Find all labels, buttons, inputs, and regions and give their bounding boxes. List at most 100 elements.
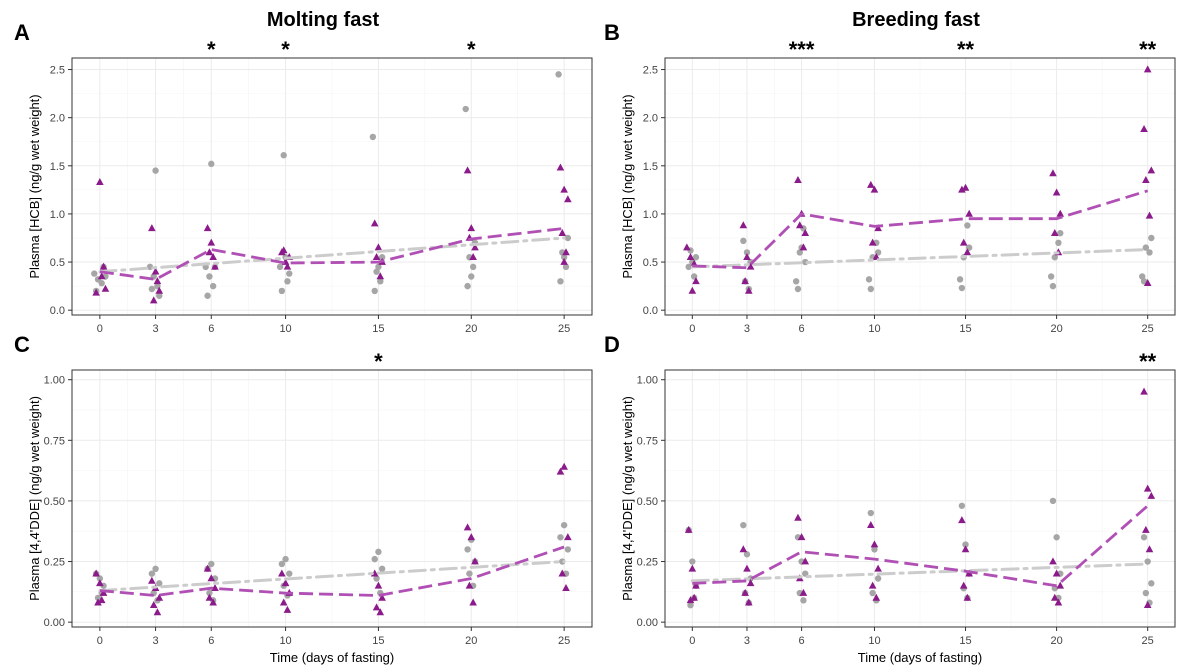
purple-point [558,228,567,236]
gray-point [557,278,564,285]
purple-point [99,588,108,596]
significance-marker: * [374,349,383,374]
purple-point [1056,581,1065,589]
purple-point [465,581,474,589]
y-tick-label: 1.00 [44,375,65,387]
purple-point [739,545,748,553]
purple-point [870,185,879,193]
purple-point [1142,525,1150,533]
x-tick-label: 10 [279,635,291,647]
gray-point [555,71,562,78]
purple-point [797,533,806,541]
purple-point [1145,211,1154,219]
purple-point [281,579,290,587]
y-tick-label: 0.25 [44,557,65,569]
purple-point [211,262,219,270]
purple-point [556,467,565,475]
gray-point [94,594,102,602]
purple-point [1143,484,1152,492]
gray-point [148,570,156,577]
purple-point [794,176,802,184]
purple-point [279,598,288,606]
gray-point [371,555,378,563]
x-tick-label: 0 [97,635,103,647]
purple-point [378,593,386,601]
significance-marker: ** [957,37,975,62]
purple-point [741,588,749,596]
gray-point [156,580,163,587]
significance-marker: *** [789,37,815,62]
gray-point [796,249,803,256]
purple-point [207,238,216,246]
gray-point [466,570,473,577]
y-axis-label: Plasma [HCB] (ng/g wet weight) [27,94,42,278]
purple-point [690,593,698,601]
gray-point [1053,534,1060,541]
purple-point [278,569,286,577]
purple-point [562,584,570,592]
x-axis-label: Time (days of fasting) [270,650,395,665]
gray-trend-line [98,236,566,274]
purple-point [799,588,808,596]
purple-point [558,569,567,577]
gray-point [373,575,380,582]
x-tick-label: 0 [689,323,695,335]
purple-point [370,219,379,227]
purple-point [1140,125,1148,133]
purple-point [965,209,973,217]
gray-point [278,287,286,295]
gray-point [462,105,469,113]
purple-point [1140,387,1148,395]
gray-point [1142,589,1150,597]
purple-point [746,579,755,587]
y-tick-label: 2.5 [50,65,65,77]
gray-point [282,555,289,563]
gray-point [209,282,217,290]
purple-point [795,221,804,229]
x-tick-label: 15 [959,323,971,335]
purple-point [148,576,156,584]
gray-point [96,575,104,582]
purple-point [96,579,104,587]
panel-border [664,369,1176,628]
gray-point [91,270,98,277]
purple-point [560,257,568,265]
gray-point [148,285,156,293]
title-molting-fast: Molting fast [267,9,380,31]
purple-point [867,180,875,188]
gray-point [1146,249,1153,256]
gray-point [792,278,800,285]
gray-point [1047,273,1055,280]
y-tick-label: 0.5 [50,257,65,269]
purple-point [149,296,158,304]
purple-point [564,195,572,203]
gray-point [156,292,163,299]
purple-point [148,224,156,232]
purple-point [1050,228,1059,236]
gray-point [962,541,969,548]
x-tick-label: 3 [153,323,159,335]
y-tick-label: 1.5 [643,161,658,173]
x-tick-label: 10 [868,323,880,335]
purple-point [870,540,879,548]
gray-point [794,285,802,293]
purple-point [961,183,970,191]
purple-point [868,581,877,589]
gray-point [1051,254,1058,261]
panel-label: A [14,20,30,45]
gray-point [956,276,964,283]
gray-point [152,565,159,573]
x-tick-label: 6 [208,635,214,647]
panel-label: D [604,332,620,357]
purple-point [560,462,568,470]
gray-trend-line [690,562,1150,583]
purple-point [376,608,385,616]
gray-point [743,551,751,558]
purple-point [372,253,381,261]
purple-point [1050,593,1059,601]
y-tick-label: 2.0 [643,113,658,125]
purple-point [151,267,160,275]
gray-point [865,276,873,283]
purple-point [1145,545,1154,553]
purple-point [867,520,875,528]
